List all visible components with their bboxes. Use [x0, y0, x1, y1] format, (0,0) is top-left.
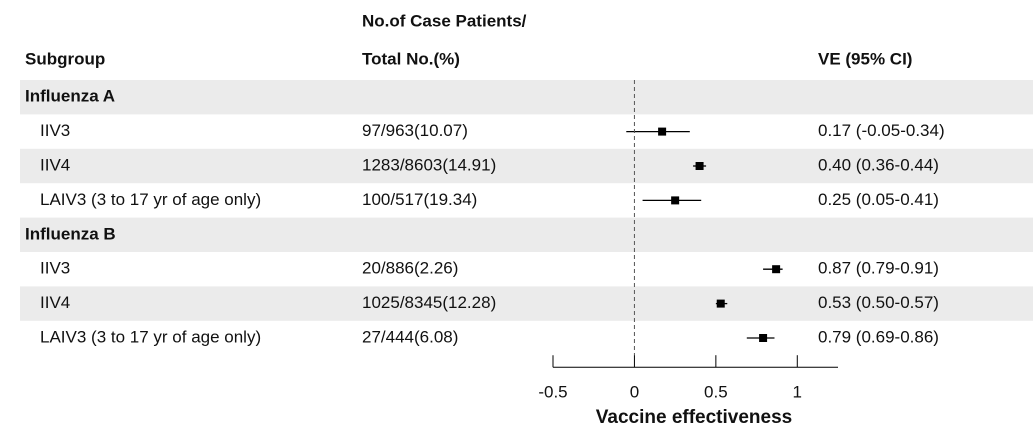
ve-label: 0.53 (0.50-0.57)	[818, 293, 939, 312]
row-band	[20, 286, 1033, 321]
cases-label: 1283/8603(14.91)	[362, 155, 496, 174]
cases-label: 27/444(6.08)	[362, 327, 458, 346]
x-tick-label: 1	[793, 383, 802, 402]
row-band	[20, 148, 1033, 184]
point-estimate	[759, 334, 768, 342]
x-tick-label: 0.5	[704, 383, 728, 402]
column-header: No.of Case Patients/	[362, 11, 527, 30]
ve-label: 0.40 (0.36-0.44)	[818, 155, 939, 174]
row-band	[20, 217, 1033, 252]
point-estimate	[716, 299, 725, 308]
ve-label: 0.25 (0.05-0.41)	[818, 190, 939, 209]
subgroup-label: LAIV3 (3 to 17 yr of age only)	[40, 327, 261, 346]
point-estimate	[772, 265, 781, 274]
cases-label: 20/886(2.26)	[362, 259, 458, 278]
group-label: Influenza B	[25, 224, 116, 243]
column-header: VE (95% CI)	[818, 49, 912, 68]
row-band	[20, 80, 1033, 115]
x-tick-label: -0.5	[538, 383, 567, 402]
subgroup-label: IIV3	[40, 259, 70, 278]
subgroup-label: IIV3	[40, 121, 70, 140]
x-axis-label: Vaccine effectiveness	[596, 407, 792, 428]
point-estimate	[695, 162, 704, 170]
ve-label: 0.17 (-0.05-0.34)	[818, 121, 945, 140]
cases-label: 100/517(19.34)	[362, 190, 477, 209]
column-header: Subgroup	[25, 49, 105, 68]
subgroup-label: LAIV3 (3 to 17 yr of age only)	[40, 190, 261, 209]
point-estimate	[671, 196, 680, 205]
x-tick-label: 0	[630, 383, 639, 402]
ve-label: 0.79 (0.69-0.86)	[818, 327, 939, 346]
cases-label: 1025/8345(12.28)	[362, 293, 496, 312]
cases-label: 97/963(10.07)	[362, 121, 468, 140]
point-estimate	[658, 127, 667, 136]
group-label: Influenza A	[25, 87, 115, 106]
ve-label: 0.87 (0.79-0.91)	[818, 259, 939, 278]
column-header: Total No.(%)	[362, 49, 460, 68]
subgroup-label: IIV4	[40, 293, 70, 312]
subgroup-label: IIV4	[40, 155, 70, 174]
